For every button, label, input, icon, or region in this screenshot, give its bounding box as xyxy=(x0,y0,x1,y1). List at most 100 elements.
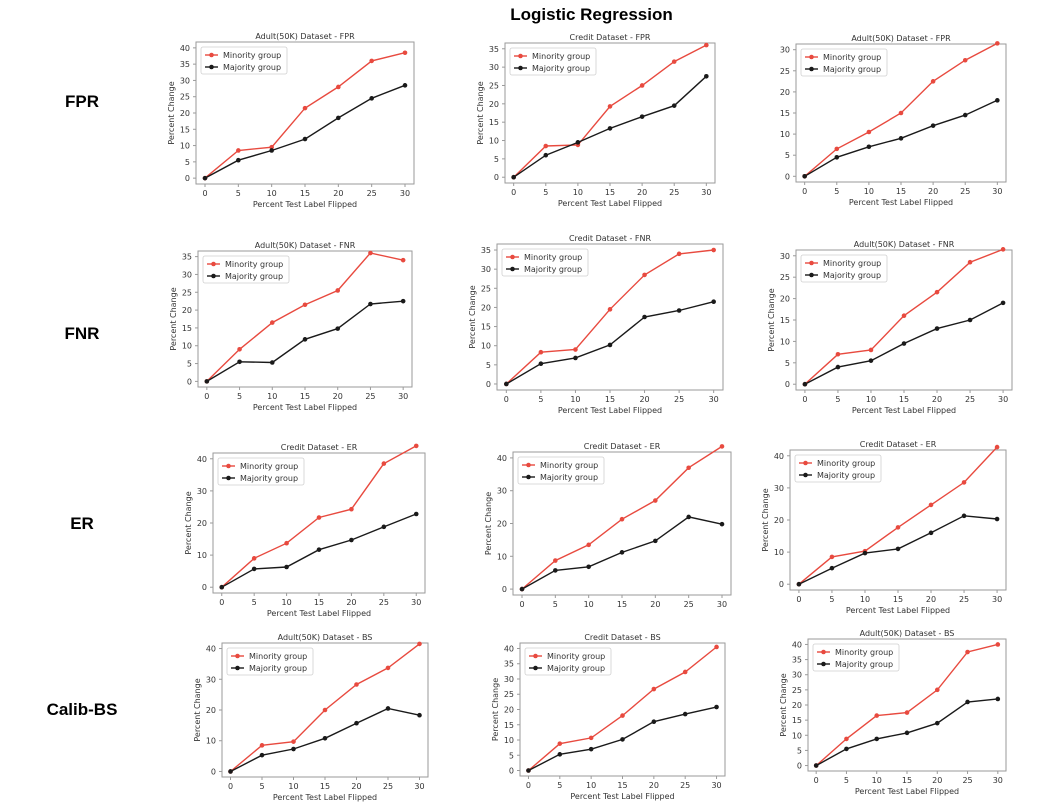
x-tick-label: 0 xyxy=(219,598,224,607)
y-tick-label: 30 xyxy=(489,63,499,72)
data-point-minority xyxy=(368,250,373,256)
x-tick-label: 10 xyxy=(570,395,580,404)
legend-label: Minority group xyxy=(823,53,881,62)
data-point-majority xyxy=(354,720,359,726)
data-point-majority xyxy=(588,746,594,752)
data-point-minority xyxy=(934,687,940,693)
y-axis-label: Percent Change xyxy=(468,285,477,348)
legend-marker xyxy=(803,472,808,478)
y-axis-label: Percent Change xyxy=(779,673,788,736)
data-point-majority xyxy=(202,175,208,181)
legend: Minority group Majority group xyxy=(226,647,314,676)
y-tick-label: 20 xyxy=(180,109,190,118)
data-point-majority xyxy=(719,521,725,527)
data-point-majority xyxy=(607,342,613,348)
chart-title: Adult(50K) Dataset - FPR xyxy=(851,34,951,43)
legend-box xyxy=(202,255,290,284)
data-point-majority xyxy=(930,123,936,128)
x-tick-label: 25 xyxy=(379,598,389,607)
data-point-minority xyxy=(874,713,880,718)
chart-title: Credit Dataset - ER xyxy=(860,440,937,449)
legend-label: Majority group xyxy=(547,664,605,673)
x-tick-label: 30 xyxy=(717,600,727,609)
legend-box xyxy=(501,248,589,277)
data-point-minority xyxy=(704,42,709,48)
y-tick-label: 10 xyxy=(481,342,491,351)
data-point-minority xyxy=(335,288,341,293)
y-tick-label: 25 xyxy=(481,284,491,293)
legend-marker xyxy=(533,653,538,659)
y-tick-label: 0 xyxy=(502,585,507,594)
data-point-majority xyxy=(381,524,387,530)
data-point-majority xyxy=(269,360,275,365)
y-tick-label: 0 xyxy=(185,174,190,183)
data-point-minority xyxy=(962,57,968,63)
y-tick-label: 30 xyxy=(197,487,207,496)
x-axis-label: Percent Test Label Flipped xyxy=(253,403,357,412)
x-tick-label: 5 xyxy=(835,395,840,404)
legend-label: Majority group xyxy=(835,660,893,669)
x-tick-label: 5 xyxy=(834,187,839,196)
legend-box xyxy=(509,47,597,76)
x-tick-label: 15 xyxy=(300,392,310,401)
chart-title: Credit Dataset - FPR xyxy=(570,33,651,42)
x-tick-label: 0 xyxy=(202,189,207,198)
data-point-minority xyxy=(237,347,242,352)
x-tick-label: 30 xyxy=(992,187,1002,196)
legend-marker xyxy=(809,54,814,60)
data-point-minority xyxy=(994,444,1000,450)
data-point-majority xyxy=(228,769,233,774)
data-point-minority xyxy=(967,259,973,265)
y-tick-label: 40 xyxy=(497,454,507,463)
data-point-minority xyxy=(834,146,840,152)
data-point-majority xyxy=(995,696,1001,702)
data-point-minority xyxy=(904,710,910,715)
x-tick-label: 25 xyxy=(367,189,377,198)
y-tick-label: 30 xyxy=(497,487,507,496)
data-point-minority xyxy=(901,313,907,319)
x-tick-label: 5 xyxy=(237,392,242,401)
data-point-majority xyxy=(620,737,625,742)
data-point-majority xyxy=(961,513,967,519)
data-point-minority xyxy=(930,79,936,84)
y-tick-label: 5 xyxy=(185,158,190,167)
data-point-majority xyxy=(651,719,657,725)
legend-box xyxy=(217,457,305,486)
data-point-majority xyxy=(711,299,716,304)
legend: Minority group Majority group xyxy=(524,647,612,676)
x-tick-label: 15 xyxy=(899,395,909,404)
chart-3: Adult(50K) Dataset - FPR 0 5 10 15 20 25 30 0 5 10… xyxy=(780,34,1007,207)
data-point-majority xyxy=(557,752,563,757)
x-tick-label: 10 xyxy=(584,600,594,609)
y-tick-label: 30 xyxy=(481,265,491,274)
y-axis-label: Percent Change xyxy=(484,492,493,555)
data-point-majority xyxy=(866,144,872,150)
x-axis-label: Percent Test Label Flipped xyxy=(273,793,377,802)
y-tick-label: 5 xyxy=(187,360,192,369)
y-tick-label: 30 xyxy=(774,484,784,493)
x-tick-label: 5 xyxy=(538,395,543,404)
y-tick-label: 20 xyxy=(780,88,790,97)
x-axis-label: Percent Test Label Flipped xyxy=(849,198,953,207)
data-point-majority xyxy=(671,103,677,108)
data-point-majority xyxy=(369,96,374,101)
data-point-minority xyxy=(269,144,274,150)
y-tick-label: 0 xyxy=(486,380,491,389)
figure-title: Logistic Regression xyxy=(510,5,673,24)
y-tick-label: 20 xyxy=(497,520,507,529)
data-point-minority xyxy=(538,349,544,355)
data-point-majority xyxy=(575,140,581,145)
y-tick-label: 30 xyxy=(182,270,192,279)
data-point-majority xyxy=(862,550,868,556)
x-tick-label: 0 xyxy=(526,781,531,790)
x-tick-label: 10 xyxy=(586,781,596,790)
data-point-minority xyxy=(866,129,872,135)
data-point-minority xyxy=(835,351,841,357)
data-point-minority xyxy=(269,320,275,325)
chart-12: Adult(50K) Dataset - BS 0 5 10 15 20 25 30 0 5 10 1… xyxy=(779,629,1007,796)
data-point-majority xyxy=(904,730,910,736)
x-tick-label: 5 xyxy=(553,600,558,609)
x-tick-label: 5 xyxy=(543,188,548,197)
data-point-minority xyxy=(284,540,289,546)
x-tick-label: 10 xyxy=(267,189,277,198)
